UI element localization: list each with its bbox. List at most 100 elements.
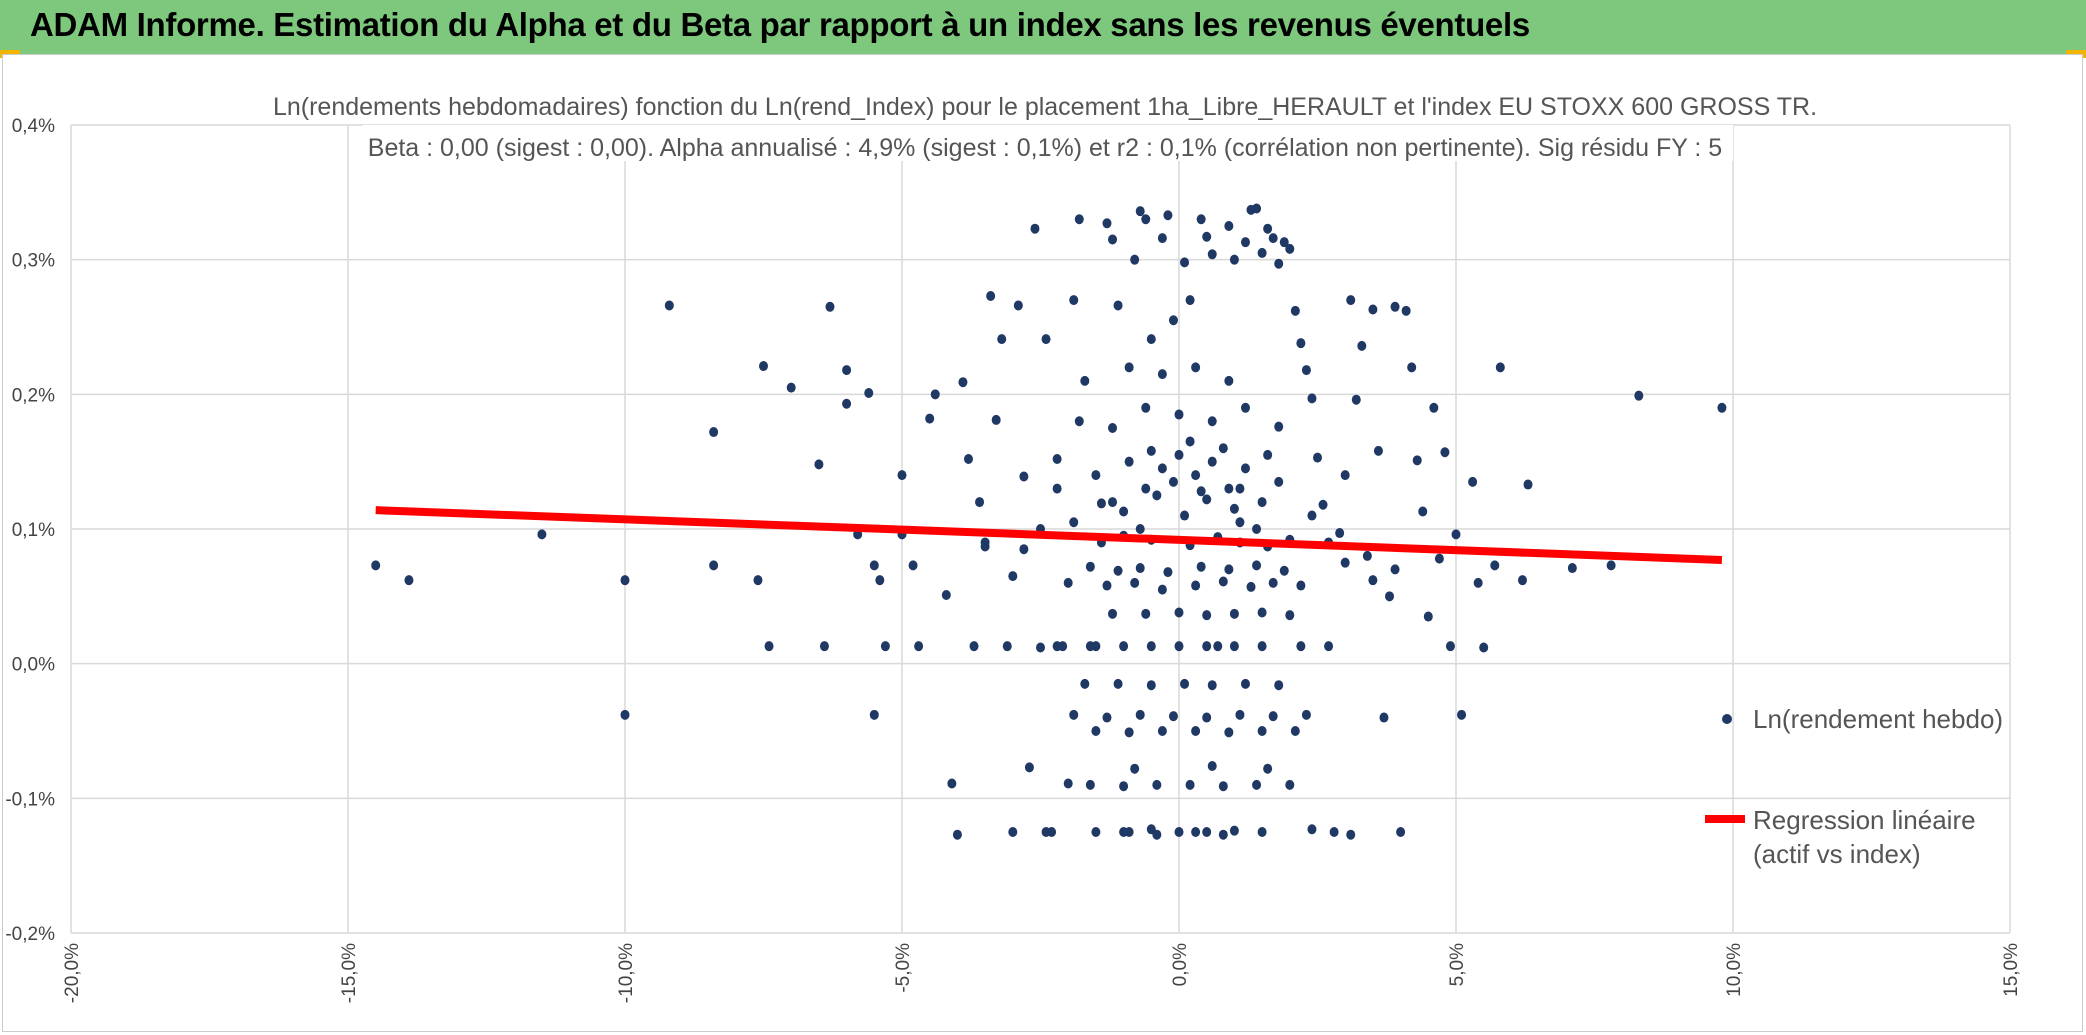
scatter-point (1567, 563, 1577, 574)
scatter-point (1445, 641, 1455, 652)
scatter-point (1263, 763, 1273, 774)
scatter-point (1218, 829, 1228, 840)
scatter-point (1207, 456, 1217, 467)
scatter-point (1290, 726, 1300, 736)
scatter-point (1274, 476, 1284, 487)
scatter-point (1229, 608, 1239, 619)
scatter-point (1191, 470, 1201, 481)
scatter-point (1240, 678, 1250, 689)
scatter-point (1523, 479, 1533, 490)
scatter-point (986, 291, 996, 302)
scatter-point (1130, 254, 1140, 265)
scatter-point (1373, 445, 1383, 456)
scatter-point (1451, 529, 1461, 540)
scatter-point (1141, 402, 1151, 413)
scatter-point (1235, 517, 1245, 528)
scatter-point (1008, 571, 1018, 582)
scatter-point (1180, 510, 1190, 521)
scatter-point (1301, 365, 1311, 376)
scatter-point (1207, 761, 1217, 772)
scatter-point (1119, 781, 1129, 792)
scatter-point (1041, 827, 1051, 837)
scatter-point (1008, 827, 1018, 837)
scatter-point (1157, 726, 1167, 736)
scatter-point (1252, 524, 1262, 534)
scatter-point (980, 541, 990, 552)
x-tick-label: 5,0% (1447, 943, 1468, 986)
scatter-point (947, 778, 957, 789)
regression-line (375, 506, 1723, 564)
scatter-point (537, 529, 547, 540)
report-banner: ADAM Informe. Estimation du Alpha et du … (0, 0, 2086, 54)
scatter-point (1257, 607, 1267, 618)
scatter-point (709, 427, 719, 438)
scatter-point (864, 387, 874, 398)
scatter-point (1157, 369, 1167, 380)
scatter-point (941, 589, 951, 600)
scatter-point (1296, 338, 1306, 349)
scatter-point (1290, 305, 1300, 316)
scatter-point (759, 361, 768, 372)
scatter-point (1717, 402, 1727, 413)
scatter-point (1085, 779, 1095, 790)
y-tick-label: 0,1% (12, 520, 55, 541)
scatter-point (869, 709, 879, 720)
scatter-point (1069, 709, 1079, 720)
scatter-point (1224, 221, 1234, 231)
legend-marker-points (1722, 714, 1732, 724)
scatter-point (1390, 301, 1400, 312)
scatter-point (819, 641, 829, 652)
scatter-point (1202, 231, 1212, 242)
scatter-point (958, 377, 968, 388)
legend-label-regression-2: (actif vs index) (1753, 839, 1921, 869)
scatter-point (1108, 423, 1118, 433)
scatter-point (1074, 416, 1084, 427)
scatter-point (1202, 641, 1212, 652)
scatter-point (825, 301, 835, 312)
scatter-point (1119, 827, 1129, 837)
scatter-point (1168, 476, 1178, 487)
scatter-point (1634, 390, 1644, 401)
scatter-point (1130, 763, 1140, 774)
scatter-point (930, 389, 940, 400)
x-tick-label: 15,0% (2001, 943, 2022, 997)
scatter-point (1063, 778, 1073, 789)
scatter-point (1473, 577, 1483, 588)
scatter-point (1069, 517, 1079, 528)
scatter-point (1052, 641, 1062, 652)
regression-line-group (375, 506, 1723, 564)
scatter-point (1113, 565, 1123, 576)
scatter-point (1412, 455, 1422, 466)
scatter-point (1146, 680, 1156, 691)
scatter-point (1191, 726, 1201, 736)
scatter-point (620, 575, 630, 586)
scatter-point (1108, 234, 1118, 245)
scatter-point (1091, 726, 1101, 736)
scatter-point (1174, 409, 1184, 420)
scatter-point (1135, 524, 1145, 534)
scatter-point (1301, 709, 1311, 720)
scatter-point (1157, 463, 1167, 474)
axes: 0,4% 0,3% 0,2% 0,1% 0,0% -0,1% -0,2% -20,0% -15,… (5, 116, 2022, 1003)
legend: Ln(rendement hebdo) Regression linéaire … (1705, 704, 2003, 869)
scatter-point (1229, 503, 1239, 514)
scatter-point (1279, 565, 1289, 576)
scatter-point (1368, 304, 1378, 315)
scatter-point (1096, 498, 1106, 509)
scatter-point (908, 560, 918, 571)
scatter-point (1396, 827, 1406, 837)
scatter-point (1418, 506, 1428, 517)
scatter-point (371, 560, 381, 571)
scatter-point (1202, 827, 1212, 837)
scatter-point (1224, 727, 1234, 738)
scatter-point (1119, 641, 1129, 652)
y-tick-label: -0,1% (5, 789, 55, 810)
x-tick-label: -10,0% (616, 943, 637, 1003)
scatter-point (1202, 610, 1212, 621)
scatter-point (1124, 456, 1134, 467)
scatter-point (1141, 608, 1151, 619)
scatter-point (1229, 825, 1239, 836)
scatter-point (1235, 483, 1245, 494)
scatter-point (842, 398, 852, 409)
scatter-point (1108, 497, 1118, 508)
